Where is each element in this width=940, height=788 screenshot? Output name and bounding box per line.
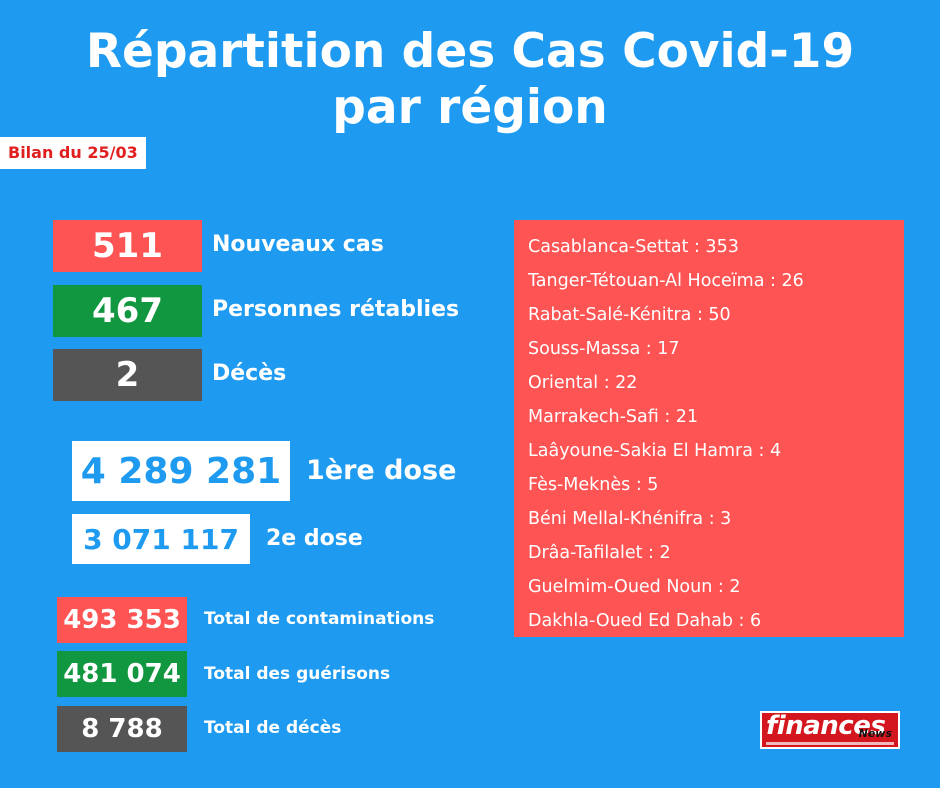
recovered-value: 467 [53,285,202,337]
logo-sub: News [858,727,892,740]
new-cases-value: 511 [53,220,202,272]
region-row: Tanger-Tétouan-Al Hoceïma : 26 [528,271,804,291]
recovered-label: Personnes rétablies [212,297,460,322]
region-row: Casablanca-Settat : 353 [528,237,739,257]
finances-news-logo: finances News [760,711,900,749]
title-line-1: Répartition des Cas Covid-19 [85,24,855,79]
region-row: Béni Mellal-Khénifra : 3 [528,509,732,529]
title-line-2: par région [332,80,608,135]
page-title: Répartition des Cas Covid-19 par région [0,24,940,136]
region-row: Marrakech-Safi : 21 [528,407,699,427]
logo-word: finances [766,711,886,741]
region-row: Laâyoune-Sakia El Hamra : 4 [528,441,782,461]
region-row: Dakhla-Oued Ed Dahab : 6 [528,611,762,631]
dose2-label: 2e dose [266,526,363,551]
total-contaminations-label: Total de contaminations [204,609,435,629]
total-deaths-label: Total de décès [204,718,342,738]
total-deaths-value: 8 788 [57,706,187,752]
dose2-value: 3 071 117 [72,514,250,564]
total-contaminations-value: 493 353 [57,597,187,643]
total-recoveries-value: 481 074 [57,651,187,697]
region-row: Souss-Massa : 17 [528,339,680,359]
region-row: Oriental : 22 [528,373,638,393]
region-row: Fès-Meknès : 5 [528,475,659,495]
regions-panel: Casablanca-Settat : 353 Tanger-Tétouan-A… [514,220,904,637]
deaths-label: Décès [212,361,287,386]
region-row: Drâa-Tafilalet : 2 [528,543,671,563]
dose1-label: 1ère dose [306,455,457,486]
region-row: Guelmim-Oued Noun : 2 [528,577,741,597]
region-row: Rabat-Salé-Kénitra : 50 [528,305,731,325]
logo-tagline-bar [766,742,894,745]
dose1-value: 4 289 281 [72,441,290,501]
total-recoveries-label: Total des guérisons [204,664,391,684]
new-cases-label: Nouveaux cas [212,232,384,257]
bilan-date-badge: Bilan du 25/03 [0,137,146,169]
deaths-value: 2 [53,349,202,401]
